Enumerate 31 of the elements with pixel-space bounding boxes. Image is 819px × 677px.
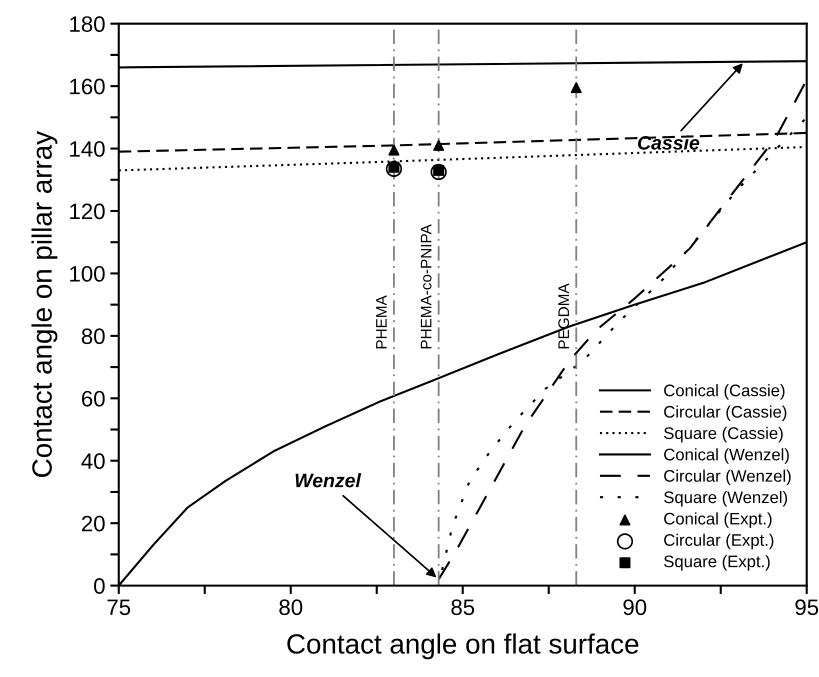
y-tick-label: 140 [70,141,105,157]
y-axis-title: Contact angle on pillar array [31,130,58,477]
x-tick-label: 85 [451,599,474,616]
x-axis-title: Contact angle on flat surface [287,633,638,660]
legend-label: Circular (Expt.) [664,534,774,550]
legend-label: Square (Expt.) [664,555,770,571]
y-tick-label: 20 [82,516,105,532]
ref-line-label: PHEMA-co-PNIPA [420,224,432,348]
x-tick-label: 95 [795,599,818,616]
legend-label: Square (Wenzel) [664,490,788,506]
ref-line-label: PEGDMA [558,283,570,348]
y-tick-label: 80 [82,328,105,344]
x-tick-label: 80 [279,599,302,616]
legend-label: Circular (Cassie) [664,405,786,422]
y-tick-label: 0 [94,578,105,594]
y-tick-label: 120 [70,204,105,220]
x-tick-label: 90 [623,599,646,616]
legend-label: Square (Cassie) [664,426,783,442]
legend-label: Conical (Cassie) [664,384,785,400]
annotation: Cassie [638,135,700,150]
x-tick-label: 75 [108,600,130,616]
y-tick-label: 180 [70,16,105,32]
y-tick-label: 40 [81,453,105,470]
legend-label: Conical (Expt.) [664,512,772,528]
y-tick-label: 100 [70,266,105,282]
legend-label: Conical (Wenzel) [664,448,789,464]
y-tick-label: 60 [82,390,105,407]
annotation: Wenzel [296,473,362,488]
y-tick-label: 160 [70,78,105,94]
legend-label: Circular (Wenzel) [664,470,791,486]
ref-line-label: PHEMA [376,295,387,348]
